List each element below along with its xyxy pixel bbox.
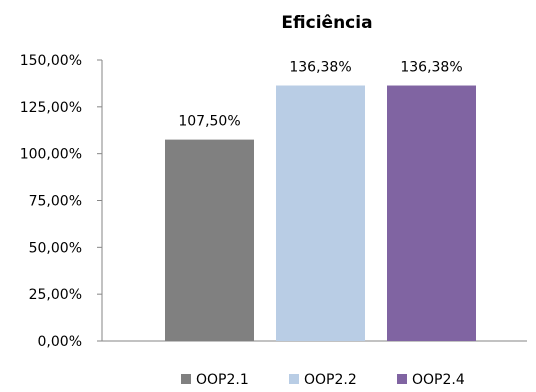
legend-swatch <box>397 374 407 384</box>
bar-oop2-1 <box>165 139 254 341</box>
y-axis-ticks: 0,00% 25,00% 50,00% 75,00% 100,00% 125,00% 150… <box>20 53 102 350</box>
bar-oop2-4 <box>387 85 476 341</box>
legend-entry-label: OOP2.2 <box>304 372 357 388</box>
legend-entry-label: OOP2.4 <box>412 372 465 388</box>
data-label: 136,38% <box>400 60 462 76</box>
y-tick-label: 50,00% <box>29 240 82 256</box>
legend-swatch <box>181 374 191 384</box>
y-tick-label: 125,00% <box>20 100 82 116</box>
y-tick-label: 75,00% <box>29 194 82 210</box>
data-labels: 107,50% 136,38% 136,38% <box>178 60 462 130</box>
y-tick-label: 25,00% <box>29 287 82 303</box>
legend: OOP2.1 OOP2.2 OOP2.4 <box>181 372 465 388</box>
data-label: 136,38% <box>289 60 351 76</box>
chart-title: Eficiência <box>281 13 372 33</box>
bar-oop2-2 <box>276 85 365 341</box>
bars <box>165 85 476 341</box>
data-label: 107,50% <box>178 114 240 130</box>
y-tick-label: 100,00% <box>20 147 82 163</box>
y-tick-label: 150,00% <box>20 53 82 69</box>
legend-entry-label: OOP2.1 <box>196 372 249 388</box>
y-tick-label: 0,00% <box>38 334 82 350</box>
legend-swatch <box>289 374 299 384</box>
